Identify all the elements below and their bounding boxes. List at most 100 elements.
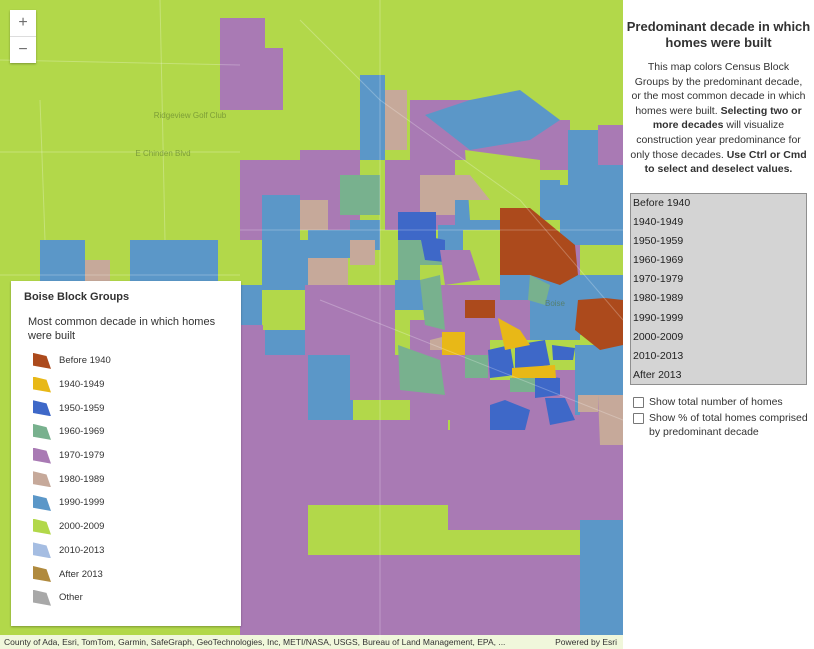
map-view[interactable]: Ridgeview Golf Club E Chinden Blvd Boise +… — [0, 0, 623, 649]
decade-option[interactable]: 2010-2013 — [633, 349, 684, 362]
legend-item: 2000-2009 — [33, 515, 111, 539]
decade-option[interactable]: 2000-2009 — [633, 330, 684, 343]
block-group[interactable] — [308, 258, 348, 286]
desc-text-2: will visualize construction year predomi… — [630, 119, 801, 161]
decade-option[interactable]: 1980-1989 — [633, 292, 684, 305]
legend-item: 2010-2013 — [33, 539, 111, 563]
block-group[interactable] — [528, 275, 550, 305]
show-total-row[interactable]: Show total number of homes — [632, 395, 783, 409]
decade-option[interactable]: Before 1940 — [633, 197, 691, 209]
block-group[interactable] — [240, 285, 262, 325]
legend-item-label: 1960-1969 — [59, 426, 105, 438]
block-group[interactable] — [430, 175, 490, 200]
decade-option[interactable]: 1960-1969 — [633, 254, 684, 267]
decade-option[interactable]: 1940-1949 — [633, 216, 684, 229]
block-group[interactable] — [265, 48, 283, 110]
block-group[interactable] — [398, 240, 420, 285]
attribution-sources[interactable]: County of Ada, Esri, TomTom, Garmin, Saf… — [4, 637, 506, 647]
decade-select-list[interactable]: Before 1940 1940-1949 1950-1959 1960-1969 19… — [630, 193, 807, 385]
block-group[interactable] — [350, 240, 375, 265]
block-group[interactable] — [578, 395, 598, 412]
block-group[interactable] — [560, 185, 623, 245]
block-groups-layer[interactable]: Ridgeview Golf Club E Chinden Blvd Boise — [0, 0, 623, 649]
road-line — [379, 99, 521, 201]
desc-bold-2: Use Ctrl or Cmd to select and deselect v… — [644, 148, 807, 176]
block-group[interactable] — [510, 378, 535, 392]
block-group[interactable] — [465, 355, 488, 378]
block-group[interactable] — [512, 365, 556, 378]
block-group[interactable] — [530, 300, 580, 340]
show-total-checkbox[interactable] — [633, 397, 644, 408]
block-group[interactable] — [308, 555, 623, 635]
legend-panel: Boise Block Groups Most common decade in… — [11, 281, 241, 626]
legend-item-label: Other — [59, 592, 83, 604]
legend-subtitle: Most common decade in which homes were b… — [28, 316, 216, 342]
block-group[interactable] — [262, 195, 300, 240]
block-group[interactable] — [465, 150, 540, 220]
block-group[interactable] — [220, 18, 265, 110]
block-group[interactable] — [498, 318, 530, 350]
show-pct-checkbox[interactable] — [633, 413, 644, 424]
block-group[interactable] — [430, 337, 442, 350]
block-group[interactable] — [500, 208, 578, 285]
show-total-label[interactable]: Show total number of homes — [649, 396, 783, 408]
block-group[interactable] — [262, 240, 308, 290]
legend-item: Before 1940 — [33, 349, 111, 373]
block-group[interactable] — [395, 280, 425, 310]
block-group[interactable] — [488, 345, 515, 378]
block-group[interactable] — [263, 290, 305, 330]
zoom-out-button[interactable]: − — [10, 36, 36, 63]
legend-swatch — [33, 376, 51, 393]
block-group[interactable] — [308, 420, 448, 505]
block-group[interactable] — [130, 240, 218, 285]
block-group[interactable] — [340, 175, 380, 215]
block-group[interactable] — [240, 325, 265, 635]
block-group[interactable] — [300, 200, 328, 230]
block-group[interactable] — [308, 505, 420, 555]
powered-by-esri[interactable]: Powered by Esri — [555, 637, 617, 647]
block-group[interactable] — [265, 355, 310, 635]
show-pct-label[interactable]: Show % of total homes comprised by predo… — [649, 412, 808, 438]
block-group[interactable] — [448, 430, 623, 530]
place-label: Boise — [545, 299, 566, 308]
block-group[interactable] — [360, 75, 385, 160]
block-group[interactable] — [552, 345, 575, 360]
zoom-in-button[interactable]: + — [18, 14, 28, 31]
legend-item: 1990-1999 — [33, 491, 111, 515]
block-group[interactable] — [490, 400, 530, 430]
decade-option[interactable]: 1950-1959 — [633, 235, 684, 248]
decade-option[interactable]: 1970-1979 — [633, 273, 684, 286]
block-group[interactable] — [398, 345, 445, 395]
block-group[interactable] — [420, 275, 445, 330]
block-group[interactable] — [535, 375, 560, 398]
legend-item-label: 1990-1999 — [59, 497, 105, 509]
legend-item-label: 1970-1979 — [59, 450, 105, 462]
block-group[interactable] — [385, 90, 407, 150]
filter-panel: Predominant decade in which homes were b… — [623, 0, 814, 649]
block-group[interactable] — [575, 298, 623, 350]
block-group[interactable] — [598, 125, 623, 165]
legend-swatch — [33, 494, 51, 511]
show-pct-row[interactable]: Show % of total homes comprised by predo… — [632, 411, 812, 439]
block-group[interactable] — [398, 212, 420, 240]
place-label: E Chinden Blvd — [135, 149, 190, 158]
block-group[interactable] — [305, 285, 395, 355]
block-group[interactable] — [85, 260, 110, 282]
block-group[interactable] — [40, 240, 85, 282]
block-group[interactable] — [442, 332, 465, 355]
legend-swatch — [33, 542, 51, 559]
block-group[interactable] — [465, 300, 495, 318]
block-group[interactable] — [598, 395, 623, 445]
legend-title: Boise Block Groups — [24, 291, 130, 303]
decade-option[interactable]: 1990-1999 — [633, 311, 684, 324]
block-group[interactable] — [308, 230, 350, 258]
block-group[interactable] — [308, 355, 353, 420]
block-group[interactable] — [580, 520, 623, 635]
block-group[interactable] — [545, 398, 575, 425]
block-group[interactable] — [515, 340, 550, 370]
decade-option[interactable]: After 2013 — [633, 368, 682, 381]
road-line — [319, 299, 623, 421]
block-group[interactable] — [420, 235, 445, 262]
block-group[interactable] — [440, 250, 480, 285]
block-group[interactable] — [425, 90, 560, 150]
